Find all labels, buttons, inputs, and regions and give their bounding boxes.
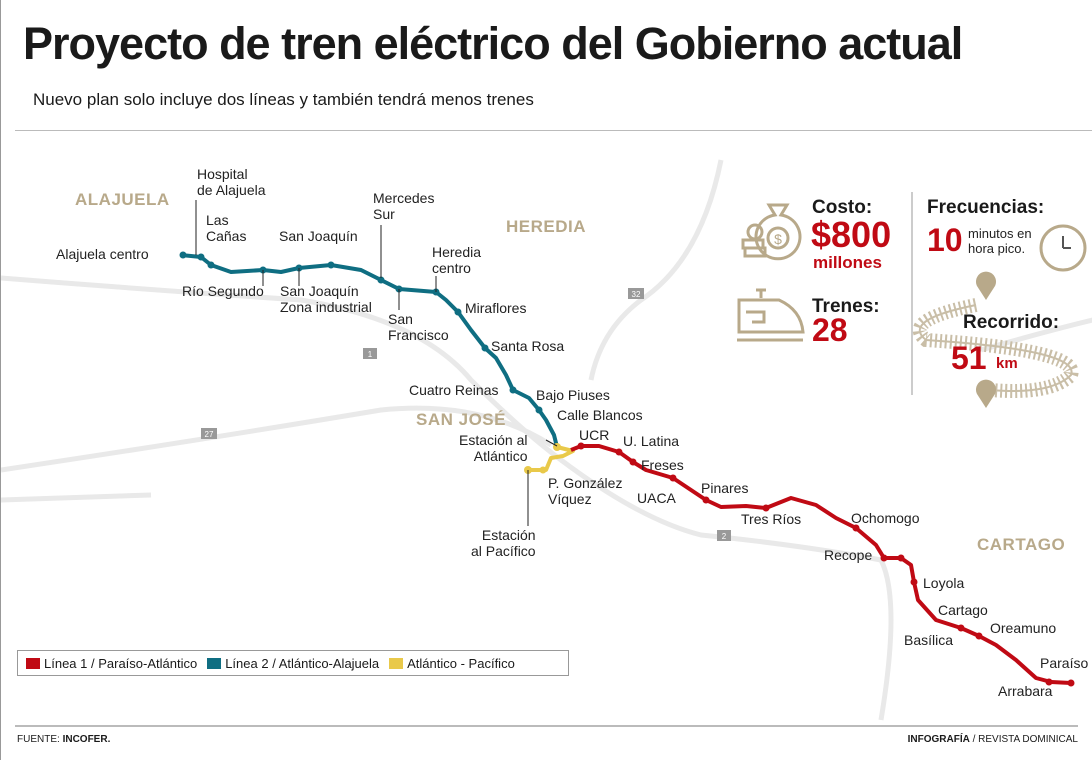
frequency-value: 10 bbox=[927, 222, 963, 258]
station-label: Alajuela centro bbox=[56, 246, 149, 262]
page-title: Proyecto de tren eléctrico del Gobierno … bbox=[23, 18, 963, 69]
frequency-label: Frecuencias: bbox=[927, 197, 1045, 218]
route-label: Recorrido: bbox=[963, 312, 1060, 333]
svg-text:$: $ bbox=[774, 231, 782, 247]
trains-value: 28 bbox=[812, 312, 848, 348]
route-unit: km bbox=[996, 355, 1018, 372]
source: FUENTE: INCOFER. bbox=[17, 734, 110, 745]
station-label: Heredia centro bbox=[432, 244, 482, 276]
station-label: Recope bbox=[824, 547, 873, 563]
map-pin-icon bbox=[976, 271, 997, 408]
legend-item-pacifico: Atlántico - Pacífico bbox=[389, 656, 515, 671]
station-label: Basílica bbox=[904, 632, 954, 648]
cost-unit: millones bbox=[813, 253, 882, 272]
station-label: San Joaquín Zona industrial bbox=[280, 283, 372, 315]
station-label: Cuatro Reinas bbox=[409, 382, 499, 398]
cost-value: $800 bbox=[811, 214, 892, 255]
legend-label: Línea 2 / Atlántico-Alajuela bbox=[225, 655, 380, 671]
legend-label: Atlántico - Pacífico bbox=[407, 655, 515, 671]
station-label: Pinares bbox=[701, 480, 749, 496]
frequency-text: minutos en hora pico. bbox=[968, 226, 1032, 256]
station-label: Loyola bbox=[923, 575, 965, 591]
province-cartago: CARTAGO bbox=[977, 535, 1066, 554]
station-label: Las Cañas bbox=[206, 212, 247, 244]
page-subtitle: Nuevo plan solo incluye dos líneas y tam… bbox=[33, 90, 534, 109]
station-label: Bajo Piuses bbox=[536, 387, 610, 403]
road-32: 32 bbox=[632, 290, 641, 299]
legend-label: Línea 1 / Paraíso-Atlántico bbox=[44, 655, 198, 671]
province-alajuela: ALAJUELA bbox=[75, 190, 170, 209]
cost-label: Costo: bbox=[812, 197, 873, 218]
station-label: Mercedes Sur bbox=[373, 190, 435, 222]
road-2: 2 bbox=[722, 532, 727, 541]
road-27-badge bbox=[201, 428, 217, 439]
station-label: UCR bbox=[579, 427, 610, 443]
legend-swatch bbox=[389, 657, 404, 669]
station-label: Paraíso bbox=[1040, 655, 1089, 671]
money-bag-icon: $ bbox=[741, 203, 802, 261]
road-27: 27 bbox=[205, 430, 214, 439]
clock-icon bbox=[1039, 224, 1087, 272]
credit: INFOGRAFÍA / REVISTA DOMINICAL bbox=[908, 734, 1078, 745]
credit-bold: INFOGRAFÍA bbox=[907, 734, 970, 745]
route-value: 51 bbox=[951, 340, 987, 376]
legend-swatch bbox=[26, 657, 40, 669]
station-label: UACA bbox=[637, 490, 676, 506]
station-label: Oreamuno bbox=[990, 620, 1057, 636]
station-label: Arrabara bbox=[998, 683, 1053, 699]
legend-item-line-2: Línea 2 / Atlántico-Alajuela bbox=[207, 656, 379, 671]
station-label: Freses bbox=[641, 457, 684, 473]
road-1: 1 bbox=[368, 350, 373, 359]
province-san-jose: SAN JOSÉ bbox=[416, 410, 506, 429]
line-2-route[interactable] bbox=[180, 253, 559, 448]
leader-lines bbox=[195, 200, 558, 526]
station-label: P. González Víquez bbox=[548, 475, 623, 507]
credit-rest: / REVISTA DOMINICAL bbox=[969, 734, 1078, 745]
station-label: San Joaquín bbox=[279, 228, 358, 244]
road-badges: 1 27 32 2 bbox=[201, 288, 731, 541]
station-label: Tres Ríos bbox=[741, 511, 802, 527]
station-label: Cartago bbox=[938, 602, 988, 618]
station-label: Río Segundo bbox=[182, 283, 264, 299]
legend-swatch bbox=[207, 657, 222, 669]
source-prefix: FUENTE: bbox=[17, 734, 63, 745]
road-32-badge bbox=[628, 288, 644, 299]
station-label: Estación al Pacífico bbox=[471, 527, 536, 559]
station-label: Miraflores bbox=[465, 300, 527, 316]
station-label: Ochomogo bbox=[851, 510, 920, 526]
train-icon bbox=[737, 288, 805, 342]
road-2-badge bbox=[717, 530, 731, 541]
station-label: Santa Rosa bbox=[491, 338, 565, 354]
trains-label: Trenes: bbox=[812, 296, 880, 317]
divider bbox=[15, 725, 1078, 727]
station-label: U. Latina bbox=[623, 433, 680, 449]
line-1-route[interactable] bbox=[570, 444, 1072, 685]
station-label: Estación al Atlántico bbox=[459, 432, 528, 464]
station-label: Hospital de Alajuela bbox=[197, 166, 266, 198]
legend: Línea 1 / Paraíso-Atlántico Línea 2 / At… bbox=[17, 650, 569, 676]
source-name: INCOFER. bbox=[62, 734, 111, 745]
province-heredia: HEREDIA bbox=[506, 217, 587, 236]
station-label: Calle Blancos bbox=[557, 407, 643, 423]
legend-item-line-1: Línea 1 / Paraíso-Atlántico bbox=[26, 656, 197, 671]
track-icon bbox=[913, 298, 1079, 398]
station-label: San Francisco bbox=[388, 311, 449, 343]
divider bbox=[15, 130, 1092, 131]
road-1-badge bbox=[363, 348, 377, 359]
